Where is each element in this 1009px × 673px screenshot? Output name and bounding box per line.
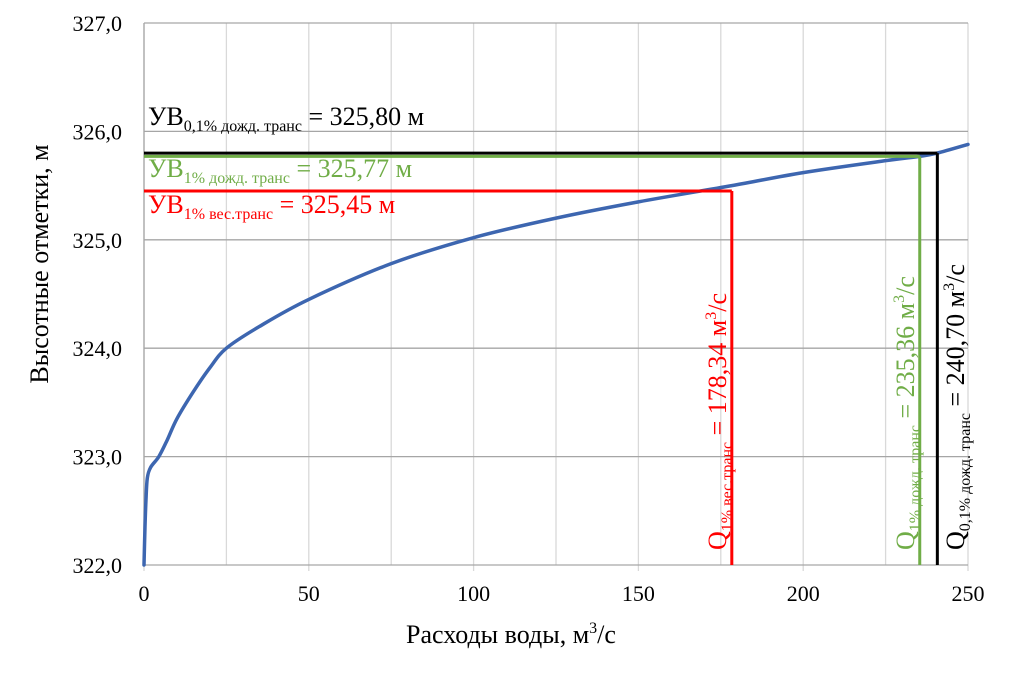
x-tick-label: 100 [457, 581, 490, 606]
level-label: УВ1% дожд. транс = 325,77 м [148, 154, 412, 187]
discharge-label-sup: 3 [941, 283, 958, 291]
level-label-sub: 1% дожд. транс [184, 170, 290, 187]
discharge-label-sub: 0,1% дожд. транс [957, 413, 974, 531]
discharge-label-unit: /с [891, 276, 920, 295]
x-tick-label: 0 [139, 581, 150, 606]
discharge-label-sup: 3 [891, 295, 908, 303]
level-label: УВ1% вес.транс = 325,45 м [148, 190, 395, 223]
x-axis-title-tail: /с [597, 620, 616, 649]
discharge-label: Q0,1% дожд. транс = 240,70 м3/с [941, 264, 974, 550]
x-tick-label: 200 [787, 581, 820, 606]
discharge-label-sub: 1% вес.транс [719, 442, 736, 531]
series-line-rating-curve [142, 142, 970, 567]
discharge-label-sub: 1% дожд. транс [907, 425, 924, 531]
y-axis-title: Высотные отметки, м [25, 144, 54, 383]
discharge-label: Q1% дожд. транс = 235,36 м3/с [891, 276, 924, 550]
y-tick-label: 323,0 [73, 445, 123, 470]
discharge-label-unit: /с [703, 293, 732, 312]
y-tick-label: 325,0 [73, 228, 123, 253]
level-label-main: УВ [148, 102, 184, 131]
level-label-sub: 1% вес.транс [184, 206, 273, 223]
discharge-label-main: Q [703, 531, 732, 550]
x-tick-label: 150 [622, 581, 655, 606]
x-tick-label: 250 [952, 581, 985, 606]
level-label-value: = 325,45 м [273, 190, 395, 219]
discharge-label-value: = 235,36 м [891, 303, 920, 425]
level-label-value: = 325,80 м [302, 102, 424, 131]
discharge-label-value: = 178,34 м [703, 320, 732, 442]
level-label-sub: 0,1% дожд. транс [184, 118, 302, 135]
y-tick-label: 326,0 [73, 119, 123, 144]
y-tick-label: 327,0 [73, 11, 123, 36]
level-label-main: УВ [148, 154, 184, 183]
discharge-label-main: Q [941, 531, 970, 550]
x-axis-title-sup: 3 [589, 620, 597, 637]
x-axis-title-main: Расходы воды, м [406, 620, 589, 649]
x-tick-label: 50 [298, 581, 320, 606]
x-axis-title: Расходы воды, м3/с [406, 620, 616, 649]
y-tick-label: 322,0 [73, 553, 123, 578]
discharge-label-unit: /с [941, 264, 970, 283]
level-label-value: = 325,77 м [290, 154, 412, 183]
discharge-label: Q1% вес.транс = 178,34 м3/с [703, 293, 736, 550]
discharge-label-main: Q [891, 531, 920, 550]
discharge-label-value: = 240,70 м [941, 291, 970, 413]
level-label: УВ0,1% дожд. транс = 325,80 м [148, 102, 424, 135]
y-tick-label: 324,0 [73, 336, 123, 361]
level-label-main: УВ [148, 190, 184, 219]
discharge-label-sup: 3 [703, 312, 720, 320]
